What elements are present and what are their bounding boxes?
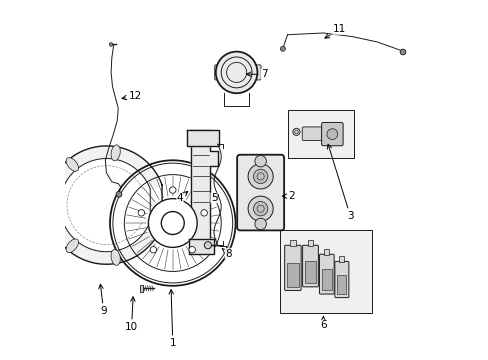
Polygon shape (187, 130, 219, 146)
Circle shape (109, 42, 113, 46)
Text: 7: 7 (246, 69, 267, 79)
Bar (287, 110, 353, 158)
Polygon shape (190, 130, 217, 246)
FancyBboxPatch shape (214, 65, 224, 80)
FancyBboxPatch shape (237, 155, 284, 230)
Bar (337, 275, 346, 294)
Bar (305, 261, 315, 283)
Circle shape (201, 210, 207, 216)
Polygon shape (47, 146, 162, 264)
Circle shape (254, 218, 266, 230)
Text: 12: 12 (122, 91, 142, 101)
Bar (324, 249, 328, 255)
Ellipse shape (66, 239, 79, 253)
Circle shape (215, 51, 257, 93)
Polygon shape (188, 239, 214, 253)
Text: 9: 9 (99, 284, 107, 316)
Circle shape (253, 169, 267, 184)
Circle shape (169, 187, 176, 193)
Circle shape (161, 212, 184, 234)
Bar (280, 230, 371, 313)
Bar (286, 263, 298, 287)
Bar (321, 269, 331, 290)
Circle shape (326, 129, 337, 139)
Text: 11: 11 (324, 24, 346, 38)
Bar (307, 240, 313, 246)
Circle shape (247, 196, 273, 221)
Circle shape (138, 210, 144, 216)
FancyBboxPatch shape (334, 261, 348, 298)
FancyBboxPatch shape (302, 127, 322, 140)
FancyBboxPatch shape (250, 65, 261, 80)
Ellipse shape (66, 158, 79, 171)
Circle shape (247, 164, 273, 189)
Text: 2: 2 (282, 191, 294, 201)
Ellipse shape (45, 201, 61, 210)
Text: 4: 4 (176, 192, 187, 203)
Text: 1: 1 (169, 290, 176, 348)
Text: 8: 8 (222, 248, 231, 258)
Ellipse shape (111, 145, 120, 161)
Bar (140, 285, 143, 292)
Circle shape (292, 128, 300, 135)
Circle shape (253, 202, 267, 216)
Bar (339, 256, 344, 262)
Text: 3: 3 (326, 144, 353, 221)
FancyBboxPatch shape (284, 245, 301, 291)
Circle shape (148, 199, 197, 247)
Circle shape (204, 242, 211, 249)
FancyBboxPatch shape (319, 254, 333, 294)
Circle shape (188, 247, 195, 253)
Circle shape (254, 156, 266, 167)
Text: 6: 6 (320, 316, 326, 330)
Text: 5: 5 (210, 193, 218, 203)
FancyBboxPatch shape (302, 245, 318, 287)
Circle shape (399, 49, 405, 55)
Ellipse shape (111, 249, 120, 265)
Circle shape (150, 247, 156, 253)
Text: 10: 10 (125, 297, 138, 332)
FancyBboxPatch shape (321, 122, 343, 146)
Circle shape (116, 192, 122, 197)
Circle shape (280, 46, 285, 51)
Bar (289, 240, 295, 246)
